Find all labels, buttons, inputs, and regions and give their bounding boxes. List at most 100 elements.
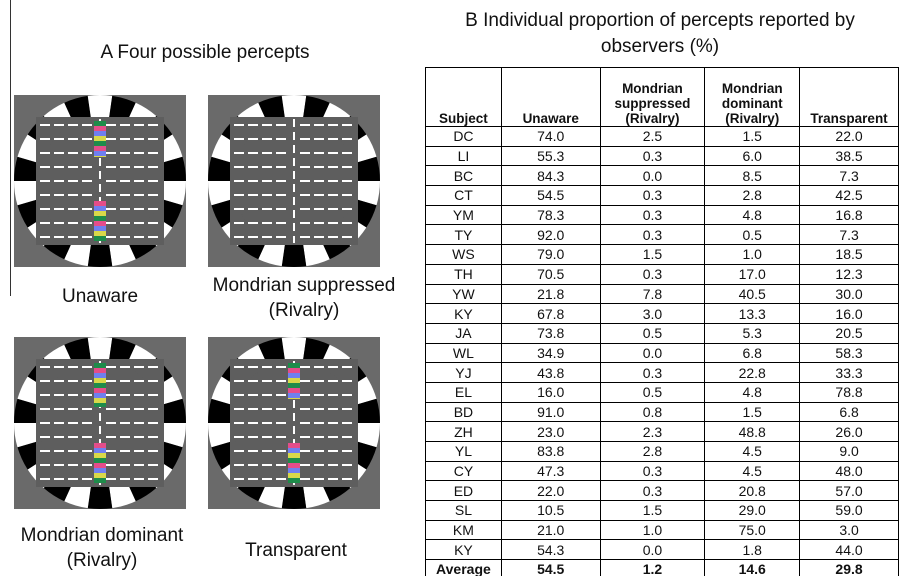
mondrian-patch — [292, 388, 296, 393]
mondrian-patch — [94, 363, 98, 368]
table-cell: 54.5 — [500, 185, 601, 206]
table-row: JA 73.8 0.5 5.3 20.5 — [425, 322, 899, 344]
mondrian-patch — [98, 206, 102, 211]
table-cell: 0.3 — [599, 362, 706, 383]
mondrian-patch — [94, 136, 98, 141]
stimuli — [14, 95, 380, 509]
table-cell: 58.3 — [799, 342, 899, 364]
mondrian-patch — [98, 121, 102, 126]
table-cell: 40.5 — [704, 283, 801, 305]
table-cell: 6.0 — [704, 145, 801, 167]
table-cell: 4.5 — [704, 460, 801, 482]
mondrian-patch — [94, 398, 98, 403]
mondrian-patch — [94, 221, 98, 226]
table-cell: 13.3 — [704, 303, 801, 324]
header-cell: Mondrian dominant (Rivalry) — [704, 67, 801, 127]
mondrian-patch — [94, 388, 98, 393]
mondrian-patch — [98, 463, 102, 468]
mondrian-patch — [296, 443, 300, 448]
mondrian-patch — [102, 363, 106, 368]
mondrian-patch — [94, 468, 98, 473]
mondrian-patch — [292, 383, 296, 388]
ring-segment — [353, 156, 380, 181]
table-cell: 21.0 — [500, 519, 601, 541]
ring-segment — [159, 181, 186, 206]
mondrian-patch — [98, 383, 102, 388]
table-cell: 1.8 — [704, 539, 801, 561]
table-cell: 33.3 — [799, 362, 899, 383]
table-cell: 26.0 — [799, 421, 899, 442]
mondrian-patch — [296, 393, 300, 398]
mondrian-patch — [102, 448, 106, 453]
mondrian-patch — [288, 478, 292, 483]
mondrian-patch — [94, 151, 98, 156]
table-cell: 0.3 — [599, 224, 706, 246]
ring-segment — [208, 398, 235, 423]
percept-label: Mondrian dominant (Rivalry) — [20, 525, 184, 571]
ring-segment — [281, 95, 307, 120]
table-row: WL 34.9 0.0 6.8 58.3 — [425, 342, 899, 364]
table-row: KY 67.8 3.0 13.3 16.0 — [425, 303, 899, 324]
mondrian-patch — [292, 378, 296, 383]
mondrian-patch — [102, 478, 106, 483]
table-cell: 22.0 — [500, 480, 601, 502]
mondrian-patch — [98, 403, 102, 407]
table-row: WS 79.0 1.5 1.0 18.5 — [425, 244, 899, 265]
mondrian-patch — [98, 156, 102, 157]
table-row: YM 78.3 0.3 4.8 16.8 — [425, 204, 899, 226]
mondrian-patch — [98, 141, 102, 146]
table-cell: 43.8 — [500, 362, 601, 383]
table-row: DC 74.0 2.5 1.5 22.0 — [425, 126, 899, 147]
mondrian-patch — [292, 473, 296, 478]
mondrian-patch — [102, 453, 106, 458]
table-cell: 2.3 — [599, 421, 706, 442]
mondrian-patch — [102, 463, 106, 468]
table-cell: 70.5 — [500, 263, 601, 285]
table-cell: 79.0 — [500, 244, 601, 265]
mondrian-patch — [94, 231, 98, 236]
mondrian-patch — [296, 368, 300, 373]
table-cell: 74.0 — [500, 126, 601, 147]
header-row: Subject Unaware Mondrian suppressed (Rival… — [425, 67, 899, 127]
ring-segment — [14, 181, 41, 206]
mondrian-patch — [98, 363, 102, 368]
mondrian-patch — [98, 398, 102, 403]
table-cell: 16.8 — [799, 204, 899, 226]
table-cell: 0.3 — [599, 185, 706, 206]
mondrian-patch — [288, 398, 292, 399]
table-cell: YL — [425, 441, 502, 462]
table-cell: 8.5 — [704, 165, 801, 187]
mondrian-patch — [288, 393, 292, 398]
mondrian-patch — [102, 146, 106, 151]
mondrian-patch — [296, 378, 300, 383]
table-cell: 75.0 — [704, 519, 801, 541]
mondrian-patch — [296, 398, 300, 399]
table-cell: 23.0 — [500, 421, 601, 442]
table-body: DC 74.0 2.5 1.5 22.0 LI 55.3 0.3 6.0 38.5 BC 84.3 0.… — [425, 126, 899, 576]
mondrian-patch — [102, 473, 106, 478]
ring-segment — [281, 337, 307, 362]
table-cell: CY — [425, 460, 502, 482]
table-cell: 4.8 — [704, 204, 801, 226]
table-cell: 1.2 — [599, 559, 706, 576]
table-cell: 18.5 — [799, 244, 899, 265]
mondrian-patch — [98, 443, 102, 448]
mondrian-patch — [102, 141, 106, 146]
table-cell: 54.3 — [500, 539, 601, 561]
table-cell: 16.0 — [500, 381, 601, 403]
ring-segment — [208, 423, 235, 448]
mondrian-patch — [102, 121, 106, 126]
mondrian-patch — [94, 201, 98, 206]
table-cell: 0.0 — [599, 165, 706, 187]
table-cell: 1.0 — [704, 244, 801, 265]
table-row: YJ 43.8 0.3 22.8 33.3 — [425, 362, 899, 383]
ring-segment — [87, 337, 113, 362]
panel-b-title: B Individual proportion of percepts repo… — [465, 10, 855, 57]
mondrian-patch — [98, 368, 102, 373]
mondrian-patch — [98, 201, 102, 206]
stimulus — [208, 337, 380, 509]
mondrian-patch — [94, 146, 98, 151]
table-row: KY 54.3 0.0 1.8 44.0 — [425, 539, 899, 561]
ring-segment — [87, 242, 113, 267]
mondrian-patch — [288, 468, 292, 473]
